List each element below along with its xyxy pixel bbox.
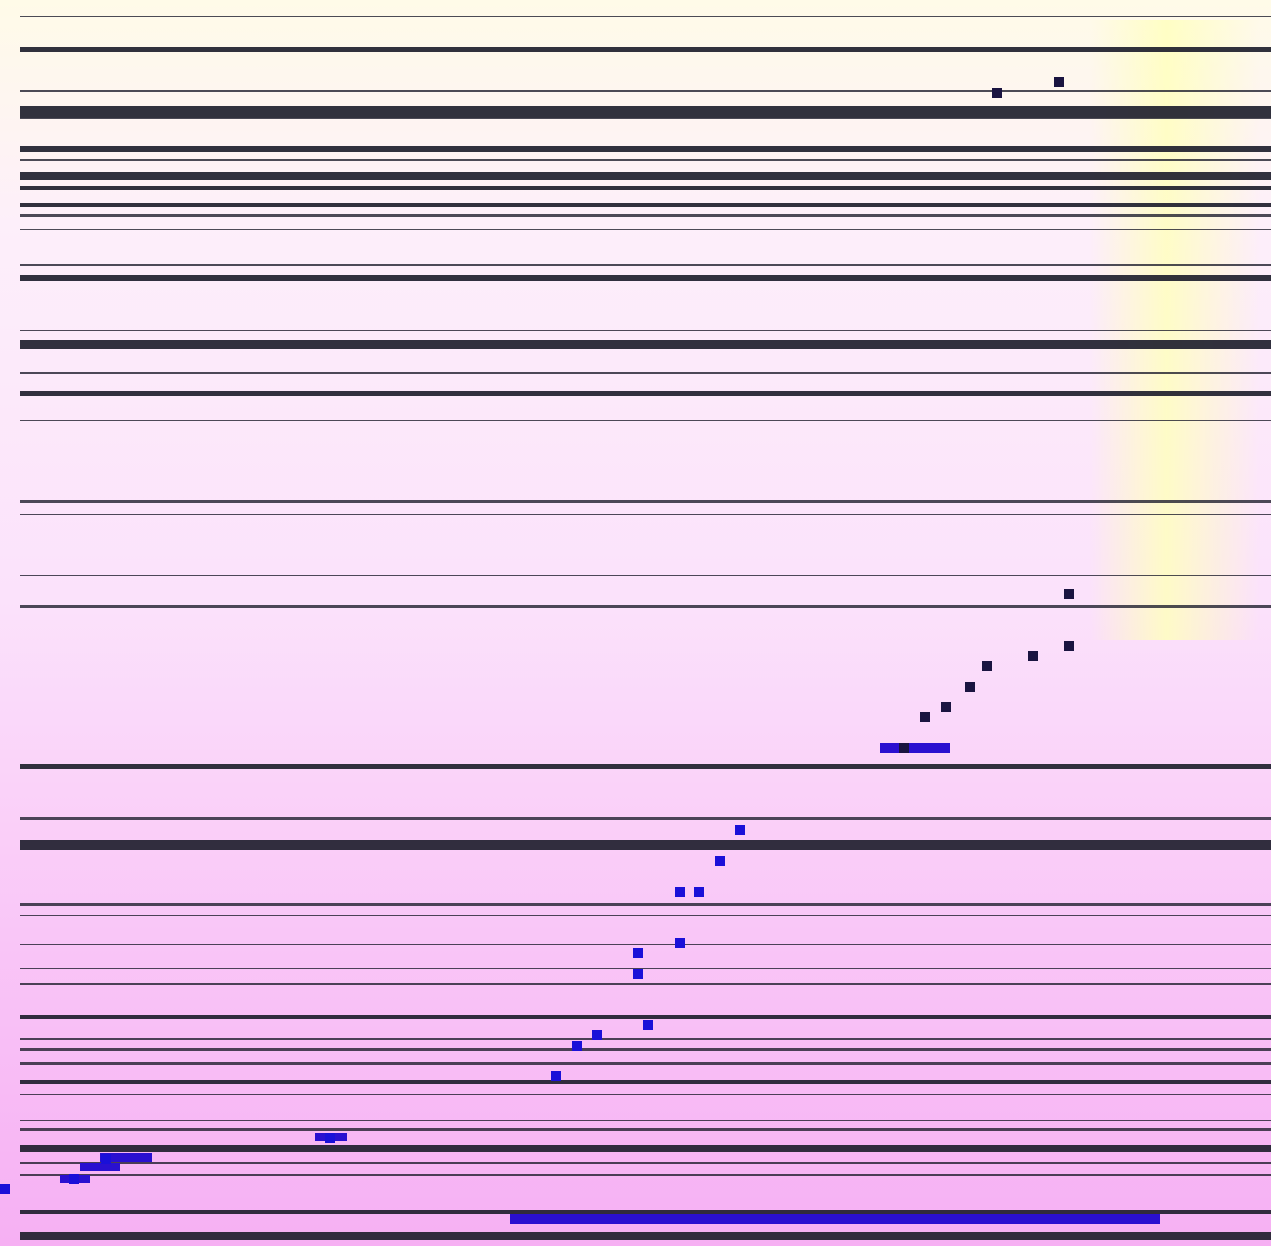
- data-point: [0, 1184, 10, 1194]
- grid-line: [20, 840, 1271, 850]
- data-point: [715, 856, 725, 866]
- grid-line: [20, 983, 1271, 985]
- data-point: [992, 88, 1002, 98]
- grid-line: [20, 1080, 1271, 1084]
- data-point: [982, 661, 992, 671]
- grid-line: [20, 1062, 1271, 1065]
- data-point: [572, 1041, 582, 1051]
- data-point: [551, 1071, 561, 1081]
- grid-line: [20, 500, 1271, 503]
- data-point: [633, 948, 643, 958]
- grid-line: [20, 514, 1271, 515]
- data-point: [325, 1133, 335, 1143]
- grid-line: [20, 1232, 1271, 1240]
- grid-line: [20, 915, 1271, 916]
- data-point: [694, 887, 704, 897]
- data-point: [965, 682, 975, 692]
- grid-line: [20, 1210, 1271, 1214]
- grid-line: [20, 391, 1271, 396]
- grid-line: [20, 106, 1271, 118]
- grid-line: [20, 146, 1271, 152]
- grid-line: [20, 264, 1271, 266]
- grid-line: [20, 159, 1271, 161]
- data-point: [1054, 77, 1064, 87]
- grid-line: [20, 1145, 1271, 1152]
- grid-line: [20, 605, 1271, 608]
- data-point: [899, 743, 909, 753]
- grid-line: [20, 968, 1271, 969]
- data-point: [101, 1154, 111, 1164]
- grid-line: [20, 172, 1271, 180]
- data-point: [920, 712, 930, 722]
- data-point: [675, 938, 685, 948]
- grid-line: [20, 1120, 1271, 1121]
- grid-line: [20, 575, 1271, 576]
- grid-line: [20, 203, 1271, 207]
- data-point: [1064, 589, 1074, 599]
- data-points: [0, 77, 1074, 1194]
- grid-line: [20, 764, 1271, 769]
- data-point: [735, 825, 745, 835]
- data-point: [941, 702, 951, 712]
- band: [80, 1163, 120, 1171]
- grid-line: [20, 420, 1271, 421]
- band: [100, 1153, 152, 1162]
- data-point: [1064, 641, 1074, 651]
- grid-line: [20, 330, 1271, 331]
- grid-line: [20, 903, 1271, 906]
- grid-line: [20, 1128, 1271, 1131]
- grid-line: [20, 1038, 1271, 1040]
- band: [510, 1214, 1160, 1224]
- grid-line: [20, 1162, 1271, 1164]
- grid-line: [20, 275, 1271, 281]
- grid-line: [20, 90, 1271, 92]
- grid-line: [20, 1015, 1271, 1019]
- grid-line: [20, 817, 1271, 820]
- grid-line: [20, 372, 1271, 374]
- grid-line: [20, 944, 1271, 945]
- grid-line: [20, 340, 1271, 349]
- data-point: [1028, 651, 1038, 661]
- grid-line: [20, 1174, 1271, 1176]
- grid-line: [20, 47, 1271, 52]
- data-point: [592, 1030, 602, 1040]
- grid-lines: [20, 16, 1271, 1240]
- grid-line: [20, 186, 1271, 190]
- grid-line: [20, 1048, 1271, 1051]
- band: [880, 743, 950, 753]
- grid-line: [20, 16, 1271, 17]
- grid-line: [20, 1094, 1271, 1095]
- data-point: [643, 1020, 653, 1030]
- data-point: [675, 887, 685, 897]
- grid-line: [20, 118, 1271, 119]
- data-point: [69, 1174, 79, 1184]
- grid-line: [20, 229, 1271, 230]
- data-point: [633, 969, 643, 979]
- grid-line: [20, 214, 1271, 217]
